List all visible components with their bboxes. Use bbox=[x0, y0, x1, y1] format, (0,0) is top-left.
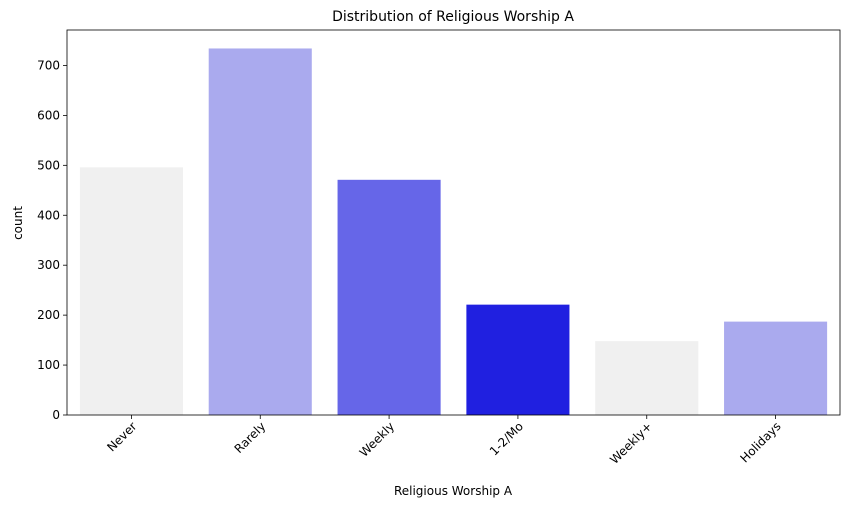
y-axis: 0 100 200 300 400 500 600 700 bbox=[37, 58, 67, 422]
x-tick-label: Rarely bbox=[232, 419, 269, 456]
y-tick-label: 400 bbox=[37, 208, 60, 222]
y-tick-label: 100 bbox=[37, 358, 60, 372]
y-axis-label: count bbox=[11, 206, 25, 240]
bar-1-2-mo bbox=[466, 304, 570, 415]
bar-weekly- bbox=[595, 341, 699, 415]
bars-group bbox=[79, 48, 828, 415]
x-tick-label: Weekly+ bbox=[607, 419, 655, 467]
x-tick-label: Weekly bbox=[357, 419, 398, 460]
y-tick-label: 300 bbox=[37, 258, 60, 272]
bar-weekly bbox=[337, 179, 441, 415]
bar-rarely bbox=[208, 48, 312, 415]
y-tick-label: 200 bbox=[37, 308, 60, 322]
y-tick-label: 0 bbox=[52, 408, 60, 422]
x-tick-label: Holidays bbox=[737, 419, 783, 465]
x-tick-label: Never bbox=[104, 419, 139, 454]
plot-frame bbox=[66, 29, 841, 416]
y-tick-label: 600 bbox=[37, 108, 60, 122]
x-axis-label: Religious Worship A bbox=[394, 484, 513, 498]
x-axis: Never Rarely Weekly 1-2/Mo Weekly+ Holidays bbox=[104, 415, 784, 467]
x-tick-label: 1-2/Mo bbox=[487, 419, 526, 458]
bar-holidays bbox=[724, 321, 828, 415]
y-tick-label: 700 bbox=[37, 58, 60, 72]
chart-title: Distribution of Religious Worship A bbox=[332, 9, 574, 25]
bar-never bbox=[79, 167, 183, 415]
y-tick-label: 500 bbox=[37, 158, 60, 172]
